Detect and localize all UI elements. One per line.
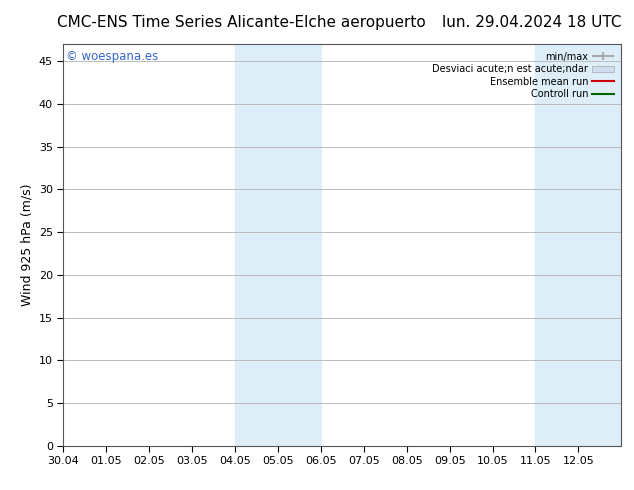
Bar <box>235 44 278 446</box>
Bar <box>578 44 621 446</box>
Y-axis label: Wind 925 hPa (m/s): Wind 925 hPa (m/s) <box>20 184 34 306</box>
Bar <box>278 44 321 446</box>
Bar <box>536 44 578 446</box>
Text: © woespana.es: © woespana.es <box>66 50 158 63</box>
Legend: min/max, Desviaci acute;n est acute;ndar, Ensemble mean run, Controll run: min/max, Desviaci acute;n est acute;ndar… <box>429 49 616 102</box>
Text: lun. 29.04.2024 18 UTC: lun. 29.04.2024 18 UTC <box>442 15 621 30</box>
Text: CMC-ENS Time Series Alicante-Elche aeropuerto: CMC-ENS Time Series Alicante-Elche aerop… <box>56 15 425 30</box>
